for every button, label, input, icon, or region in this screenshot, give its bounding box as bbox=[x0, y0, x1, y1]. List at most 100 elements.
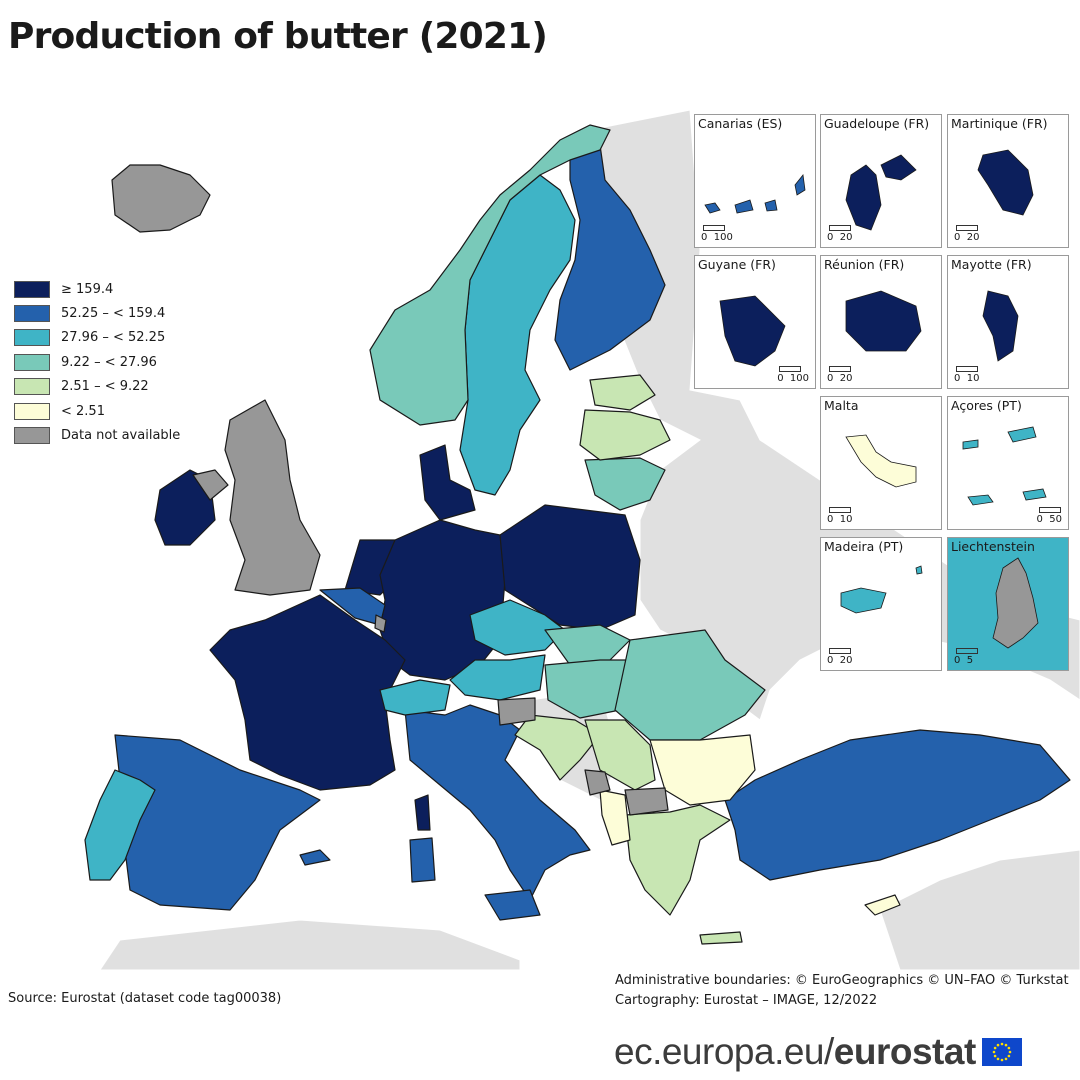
scale-label: 0 100 bbox=[777, 373, 809, 384]
legend-item: Data not available bbox=[14, 423, 180, 447]
region-t-rkiye bbox=[724, 729, 1071, 881]
inset-shape bbox=[840, 565, 923, 614]
region-cyprus bbox=[864, 894, 901, 916]
region-slovenia bbox=[497, 697, 536, 726]
north-africa-land bbox=[99, 919, 521, 970]
admin-line-2: Cartography: Eurostat – IMAGE, 12/2022 bbox=[615, 993, 878, 1008]
brand-url: ec.europa.eu/ bbox=[614, 1031, 834, 1072]
scale-label: 0 20 bbox=[827, 655, 853, 666]
region-poland bbox=[499, 504, 641, 631]
scale-label: 0 20 bbox=[827, 373, 853, 384]
legend-label: < 2.51 bbox=[61, 403, 105, 419]
legend-swatch bbox=[14, 427, 50, 445]
scale-bar-icon bbox=[1038, 507, 1061, 513]
region-latvia bbox=[579, 409, 671, 461]
inset-map-a-ores-pt: Açores (PT) 0 50 bbox=[947, 396, 1069, 530]
source-note: Source: Eurostat (dataset code tag00038) bbox=[8, 991, 282, 1006]
inset-scale-bar: 0 50 bbox=[1037, 507, 1062, 525]
legend-item: < 2.51 bbox=[14, 399, 180, 423]
island-corsica bbox=[414, 794, 431, 831]
inset-title: Açores (PT) bbox=[951, 398, 1022, 413]
legend-swatch bbox=[14, 329, 50, 347]
inset-title: Canarias (ES) bbox=[698, 116, 783, 131]
region-ireland bbox=[154, 469, 216, 546]
scale-label: 0 10 bbox=[827, 514, 853, 525]
scale-label: 0 5 bbox=[954, 655, 974, 666]
island-sardinia bbox=[409, 837, 436, 883]
inset-map-guadeloupe-fr: Guadeloupe (FR) 0 20 bbox=[820, 114, 942, 248]
region-iceland bbox=[111, 164, 211, 233]
region-bulgaria bbox=[649, 734, 756, 806]
inset-title: Réunion (FR) bbox=[824, 257, 905, 272]
region-switzerland bbox=[379, 679, 451, 716]
inset-scale-bar: 0 10 bbox=[827, 507, 852, 525]
scale-bar-icon bbox=[829, 366, 851, 372]
page-title: Production of butter (2021) bbox=[8, 16, 548, 57]
scale-bar-icon bbox=[829, 225, 851, 231]
inset-map-martinique-fr: Martinique (FR) 0 20 bbox=[947, 114, 1069, 248]
region-belgium bbox=[319, 587, 386, 626]
region-north-macedonia bbox=[624, 787, 669, 816]
inset-scale-bar: 0 20 bbox=[827, 648, 852, 666]
inset-shape bbox=[719, 295, 786, 367]
legend-swatch bbox=[14, 280, 50, 298]
region-france bbox=[209, 594, 406, 791]
admin-boundaries-note: Administrative boundaries: © EuroGeograp… bbox=[615, 971, 1069, 1011]
inset-shape bbox=[962, 426, 1047, 506]
region-austria bbox=[449, 654, 546, 701]
inset-shape bbox=[704, 174, 806, 214]
legend-swatch bbox=[14, 402, 50, 420]
inset-scale-bar: 0 100 bbox=[777, 366, 809, 384]
choropleth-map bbox=[84, 109, 1080, 970]
region-northern-ireland bbox=[192, 469, 229, 501]
inset-shape bbox=[845, 290, 922, 352]
island-balearics bbox=[299, 849, 331, 866]
inset-scale-bar: 0 20 bbox=[954, 225, 979, 243]
inset-map-guyane-fr: Guyane (FR) 0 100 bbox=[694, 255, 816, 389]
region-romania bbox=[614, 629, 766, 741]
inset-title: Liechtenstein bbox=[951, 539, 1035, 554]
scale-bar-icon bbox=[956, 225, 978, 231]
scale-bar-icon bbox=[779, 366, 802, 372]
inset-scale-bar: 0 20 bbox=[827, 366, 852, 384]
eurostat-brand[interactable]: ec.europa.eu/eurostat bbox=[614, 1030, 1022, 1074]
inset-shape bbox=[845, 154, 917, 231]
legend-label: 9.22 – < 27.96 bbox=[61, 354, 157, 370]
region-finland bbox=[554, 139, 666, 371]
inset-title: Mayotte (FR) bbox=[951, 257, 1032, 272]
inset-scale-bar: 0 10 bbox=[954, 366, 979, 384]
region-croatia bbox=[514, 714, 601, 781]
legend-swatch bbox=[14, 378, 50, 396]
inset-map-malta: Malta 0 10 bbox=[820, 396, 942, 530]
inset-scale-bar: 0 20 bbox=[827, 225, 852, 243]
island-sicily bbox=[484, 889, 541, 921]
legend: ≥ 159.4 52.25 – < 159.4 27.96 – < 52.25 9.2… bbox=[14, 277, 180, 448]
legend-label: ≥ 159.4 bbox=[61, 281, 114, 297]
legend-item: 27.96 – < 52.25 bbox=[14, 326, 180, 350]
scale-bar-icon bbox=[703, 225, 725, 231]
legend-item: ≥ 159.4 bbox=[14, 277, 180, 301]
scale-label: 0 20 bbox=[827, 232, 853, 243]
inset-scale-bar: 0 5 bbox=[954, 648, 978, 666]
region-italy bbox=[404, 704, 591, 901]
scale-bar-icon bbox=[829, 507, 851, 513]
scale-bar-icon bbox=[956, 366, 978, 372]
inset-title: Madeira (PT) bbox=[824, 539, 904, 554]
scale-label: 0 20 bbox=[954, 232, 980, 243]
inset-map-madeira-pt: Madeira (PT) 0 20 bbox=[820, 537, 942, 671]
legend-item: 52.25 – < 159.4 bbox=[14, 301, 180, 325]
region-lithuania bbox=[584, 457, 666, 511]
region-portugal bbox=[84, 769, 156, 881]
scale-label: 0 10 bbox=[954, 373, 980, 384]
legend-item: 9.22 – < 27.96 bbox=[14, 350, 180, 374]
inset-map-canarias-es: Canarias (ES) 0 100 bbox=[694, 114, 816, 248]
inset-shape bbox=[992, 557, 1039, 649]
island-crete bbox=[699, 931, 743, 945]
region-greece bbox=[624, 804, 731, 916]
legend-item: 2.51 – < 9.22 bbox=[14, 375, 180, 399]
scale-label: 0 50 bbox=[1036, 514, 1062, 525]
scale-bar-icon bbox=[956, 648, 978, 654]
region-luxembourg bbox=[374, 614, 387, 633]
region-denmark bbox=[419, 444, 476, 521]
inset-shape bbox=[982, 290, 1019, 362]
